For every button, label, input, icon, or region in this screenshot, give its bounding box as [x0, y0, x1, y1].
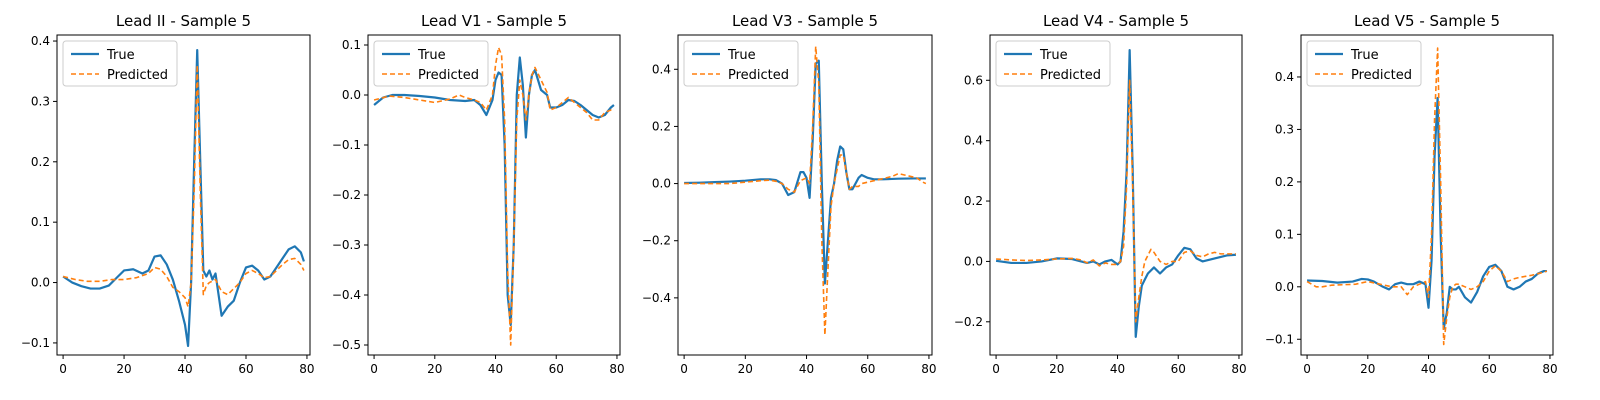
x-tick-label: 0 [370, 362, 378, 376]
predicted-series-line [996, 79, 1236, 323]
x-tick-label: 80 [1542, 362, 1557, 376]
y-tick-label: −0.1 [332, 138, 361, 152]
y-tick-label: −0.5 [332, 338, 361, 352]
true-series-line [373, 56, 615, 327]
x-tick-label: 80 [299, 362, 314, 376]
y-tick-label: 0.6 [964, 73, 983, 87]
y-tick-label: 0.2 [31, 155, 50, 169]
subplot-4: Lead V4 - Sample 5 0 20 40 60 80 −0.2 0.0 0.2 0.4… [954, 12, 1247, 376]
x-tick-label: 0 [680, 362, 688, 376]
legend-predicted-label: Predicted [418, 68, 479, 83]
legend-predicted-label: Predicted [728, 68, 789, 83]
legend-predicted-label: Predicted [1040, 68, 1101, 83]
x-tick-label: 20 [427, 362, 442, 376]
y-tick-label: 0.2 [1275, 175, 1294, 189]
legend-predicted-label: Predicted [1351, 68, 1412, 83]
y-tick-label: 0.2 [964, 194, 983, 208]
axes-frame [1300, 34, 1554, 356]
y-tick-label: 0.0 [1275, 280, 1294, 294]
x-tick-label: 80 [921, 362, 936, 376]
predicted-series-line [1306, 47, 1548, 346]
legend-true-label: True [417, 48, 446, 63]
x-tick-label: 60 [238, 362, 253, 376]
y-tick-label: 0.1 [342, 38, 361, 52]
subplot-title: Lead II - Sample 5 [116, 12, 251, 30]
x-tick-label: 80 [609, 362, 624, 376]
y-tick-label: 0.0 [342, 88, 361, 102]
axes-frame [677, 34, 933, 356]
x-tick-label: 0 [59, 362, 67, 376]
legend-true-label: True [1039, 48, 1068, 63]
legend: True Predicted [1306, 40, 1422, 87]
x-tick-label: 20 [738, 362, 753, 376]
subplot-3: Lead V3 - Sample 5 0 20 40 60 80 −0.4 −0.2 0.0 0.… [642, 12, 937, 376]
x-tick-label: 40 [177, 362, 192, 376]
y-tick-label: 0.0 [964, 254, 983, 268]
legend-true-label: True [727, 48, 756, 63]
x-tick-label: 40 [488, 362, 503, 376]
legend-predicted-label: Predicted [107, 68, 168, 83]
y-tick-label: 0.1 [1275, 227, 1294, 241]
y-tick-label: 0.4 [31, 34, 50, 48]
x-tick-label: 20 [1049, 362, 1064, 376]
subplot-2: Lead V1 - Sample 5 0 20 40 60 80 −0.5 −0.4 −0.3 −… [332, 12, 625, 376]
x-tick-label: 60 [1482, 362, 1497, 376]
true-series-line [995, 48, 1237, 338]
y-tick-label: 0.3 [1275, 122, 1294, 136]
y-tick-label: 0.4 [964, 134, 983, 148]
y-tick-label: −0.2 [332, 188, 361, 202]
x-tick-label: 40 [1421, 362, 1436, 376]
legend: True Predicted [373, 40, 489, 87]
legend: True Predicted [62, 40, 178, 87]
y-tick-label: 0.1 [31, 215, 50, 229]
x-tick-label: 0 [992, 362, 1000, 376]
true-series-line [684, 59, 926, 285]
y-tick-label: −0.1 [21, 336, 50, 350]
predicted-series-line [373, 46, 614, 346]
x-tick-label: 20 [116, 362, 131, 376]
axes-frame [989, 34, 1243, 356]
subplot-title: Lead V3 - Sample 5 [732, 12, 878, 30]
subplot-1: Lead II - Sample 5 0 20 40 60 80 −0.1 0.0 0.1 0.2… [21, 12, 315, 376]
y-tick-label: −0.3 [332, 238, 361, 252]
x-tick-label: 20 [1360, 362, 1375, 376]
y-tick-label: 0.0 [31, 276, 50, 290]
y-tick-label: −0.4 [642, 291, 671, 305]
true-series-line [1307, 96, 1547, 330]
legend: True Predicted [995, 40, 1111, 87]
predicted-series-line [62, 64, 305, 308]
subplot-title: Lead V1 - Sample 5 [421, 12, 567, 30]
y-tick-label: −0.1 [1265, 332, 1294, 346]
y-tick-label: −0.4 [332, 288, 361, 302]
x-tick-label: 0 [1303, 362, 1311, 376]
y-tick-label: 0.3 [31, 94, 50, 108]
x-tick-label: 60 [860, 362, 875, 376]
y-tick-label: 0.2 [652, 119, 671, 133]
y-tick-label: −0.2 [954, 315, 983, 329]
y-tick-label: 0.4 [1275, 70, 1294, 84]
axes-frame [367, 34, 621, 356]
subplot-title: Lead V5 - Sample 5 [1354, 12, 1500, 30]
true-series-line [62, 48, 305, 348]
axes-frame [56, 34, 311, 356]
x-tick-label: 60 [549, 362, 564, 376]
legend-true-label: True [1350, 48, 1379, 63]
x-tick-label: 40 [799, 362, 814, 376]
x-tick-label: 40 [1110, 362, 1125, 376]
x-tick-label: 80 [1231, 362, 1246, 376]
subplot-title: Lead V4 - Sample 5 [1043, 12, 1189, 30]
y-tick-label: 0.4 [652, 62, 671, 76]
legend-true-label: True [106, 48, 135, 63]
y-tick-label: 0.0 [652, 177, 671, 191]
legend: True Predicted [683, 40, 799, 87]
subplot-5: Lead V5 - Sample 5 0 20 40 60 80 −0.1 0.0 0.1 0.2… [1265, 12, 1558, 376]
predicted-series-line [684, 45, 927, 336]
y-tick-label: −0.2 [642, 234, 671, 248]
x-tick-label: 60 [1171, 362, 1186, 376]
